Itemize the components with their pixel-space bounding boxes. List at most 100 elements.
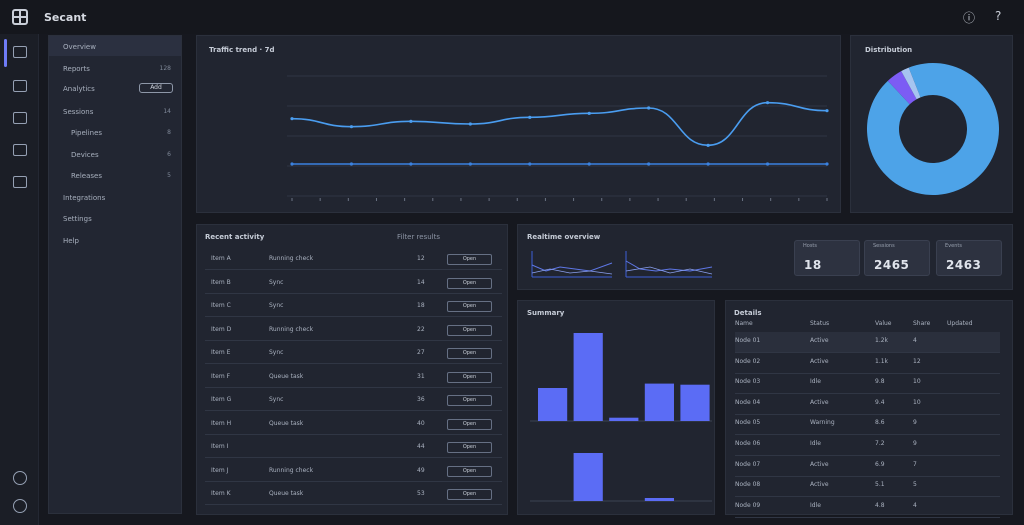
column-header[interactable]: Updated (947, 320, 973, 327)
data-point[interactable] (765, 101, 770, 105)
nav-item-analytics[interactable]: Analytics (63, 85, 95, 93)
bar[interactable] (538, 388, 568, 421)
stat-card-events[interactable]: Events 2463 (936, 240, 1002, 276)
help-icon[interactable]: ? (995, 9, 1002, 23)
data-point[interactable] (528, 115, 532, 119)
table-row[interactable]: Node 07 Active 6.9 7 (735, 456, 1000, 477)
data-point[interactable] (409, 119, 413, 123)
table-row[interactable]: Item A Running check 12 Open (205, 251, 502, 270)
nav-item-devices[interactable]: Devices (71, 151, 99, 159)
data-point[interactable] (349, 125, 354, 129)
table-cell: 7.2 (875, 440, 885, 447)
row-action-button[interactable]: Open (447, 277, 492, 289)
table-row[interactable]: Item D Running check 22 Open (205, 322, 502, 341)
data-point[interactable] (349, 162, 354, 166)
logo-icon[interactable] (12, 9, 28, 25)
bar[interactable] (644, 498, 674, 501)
list-icon[interactable] (13, 80, 27, 92)
table-row[interactable]: Item J Running check 49 Open (205, 463, 502, 482)
data-point[interactable] (587, 162, 591, 166)
bar[interactable] (573, 453, 603, 501)
data-point[interactable] (647, 106, 651, 110)
row-action-button[interactable]: Open (447, 324, 492, 336)
data-point[interactable] (825, 162, 829, 166)
table-row[interactable]: Item B Sync 14 Open (205, 275, 502, 294)
nav-active-highlight (49, 36, 181, 56)
user-icon[interactable] (13, 499, 27, 513)
apps-icon[interactable] (13, 176, 27, 188)
app-title: Secant (44, 11, 87, 24)
row-action-button[interactable]: Open (447, 418, 492, 430)
nav-item-releases[interactable]: Releases (71, 172, 102, 180)
row-action-button[interactable]: Open (447, 395, 492, 406)
bar[interactable] (609, 417, 639, 421)
table-row[interactable]: Node 06 Idle 7.2 9 (735, 435, 1000, 456)
table-row[interactable]: Item K Queue task 53 Open (205, 486, 502, 505)
table-row[interactable]: Item H Queue task 40 Open (205, 416, 502, 435)
data-point[interactable] (647, 162, 651, 166)
table-cell: Running check (269, 255, 314, 262)
dashboard-icon[interactable] (13, 46, 27, 58)
nav-item-reports[interactable]: Reports (63, 65, 90, 73)
data-point[interactable] (468, 122, 472, 126)
data-point[interactable] (587, 111, 591, 115)
table-row[interactable]: Item G Sync 36 Open (205, 392, 502, 411)
column-header[interactable]: Status (810, 320, 830, 327)
bar[interactable] (680, 384, 710, 421)
table-row[interactable]: Item E Sync 27 Open (205, 345, 502, 364)
grid-icon[interactable] (13, 144, 27, 156)
bar[interactable] (573, 333, 603, 421)
row-action-button[interactable]: Open (447, 465, 492, 477)
table-row[interactable]: Item I 44 Open (205, 439, 502, 458)
table-row[interactable]: Node 01 Active 1.2k 4 (735, 332, 1000, 353)
table-row[interactable]: Node 08 Active 5.1 5 (735, 476, 1000, 498)
column-header[interactable]: Value (875, 320, 892, 327)
row-action-button[interactable]: Open (447, 301, 492, 312)
row-action-button[interactable]: Open (447, 254, 492, 265)
nav-item-integrations[interactable]: Integrations (63, 194, 106, 202)
table-row[interactable]: Item C Sync 18 Open (205, 298, 502, 317)
table-filter[interactable]: Filter results (397, 233, 441, 241)
nav-item-overview[interactable]: Overview (63, 43, 96, 51)
stat-card-hosts[interactable]: Hosts 18 (794, 240, 860, 276)
data-point[interactable] (825, 109, 829, 113)
row-action-button[interactable]: Open (447, 348, 492, 359)
table-cell: Queue task (269, 372, 304, 380)
row-action-button[interactable]: Open (447, 442, 492, 453)
nav-item-settings[interactable]: Settings (63, 215, 92, 223)
data-point[interactable] (706, 143, 710, 147)
data-point[interactable] (409, 162, 413, 166)
table-row[interactable]: Item F Queue task 31 Open (205, 369, 502, 388)
bar-chart (530, 333, 712, 502)
nav-item-pipelines[interactable]: Pipelines (71, 129, 103, 137)
donut-chart (867, 63, 999, 196)
column-header[interactable]: Name (735, 320, 753, 327)
column-header[interactable]: Share (913, 320, 931, 327)
donut-slice[interactable] (901, 67, 921, 100)
row-action-button[interactable]: Open (447, 489, 492, 500)
nav-item-sessions[interactable]: Sessions (63, 108, 94, 116)
stat-card-sessions[interactable]: Sessions 2465 (864, 240, 930, 276)
data-point[interactable] (706, 162, 710, 166)
info-icon[interactable]: ⓘ (963, 11, 976, 25)
data-point[interactable] (290, 117, 294, 121)
donut-slice[interactable] (867, 63, 999, 196)
table-cell: 31 (417, 372, 425, 380)
data-point[interactable] (765, 162, 770, 166)
settings-icon[interactable] (13, 471, 27, 485)
nav-item-help[interactable]: Help (63, 237, 79, 245)
data-point[interactable] (290, 162, 294, 166)
data-point[interactable] (528, 162, 532, 166)
details-title: Details (734, 309, 762, 317)
nav-add-button[interactable]: Add (139, 83, 173, 93)
row-action-button[interactable]: Open (447, 371, 492, 383)
table-row[interactable]: Node 05 Warning 8.6 9 (735, 414, 1000, 436)
bar[interactable] (644, 383, 674, 421)
table-row[interactable]: Node 09 Idle 4.8 4 (735, 497, 1000, 518)
table-row[interactable]: Node 04 Active 9.4 10 (735, 394, 1000, 415)
data-point[interactable] (468, 162, 472, 166)
table-row[interactable]: Node 02 Active 1.1k 12 (735, 353, 1000, 374)
table-row[interactable]: Node 03 Idle 9.8 10 (735, 373, 1000, 395)
pages-icon[interactable] (13, 112, 27, 124)
donut-slice[interactable] (887, 71, 917, 105)
